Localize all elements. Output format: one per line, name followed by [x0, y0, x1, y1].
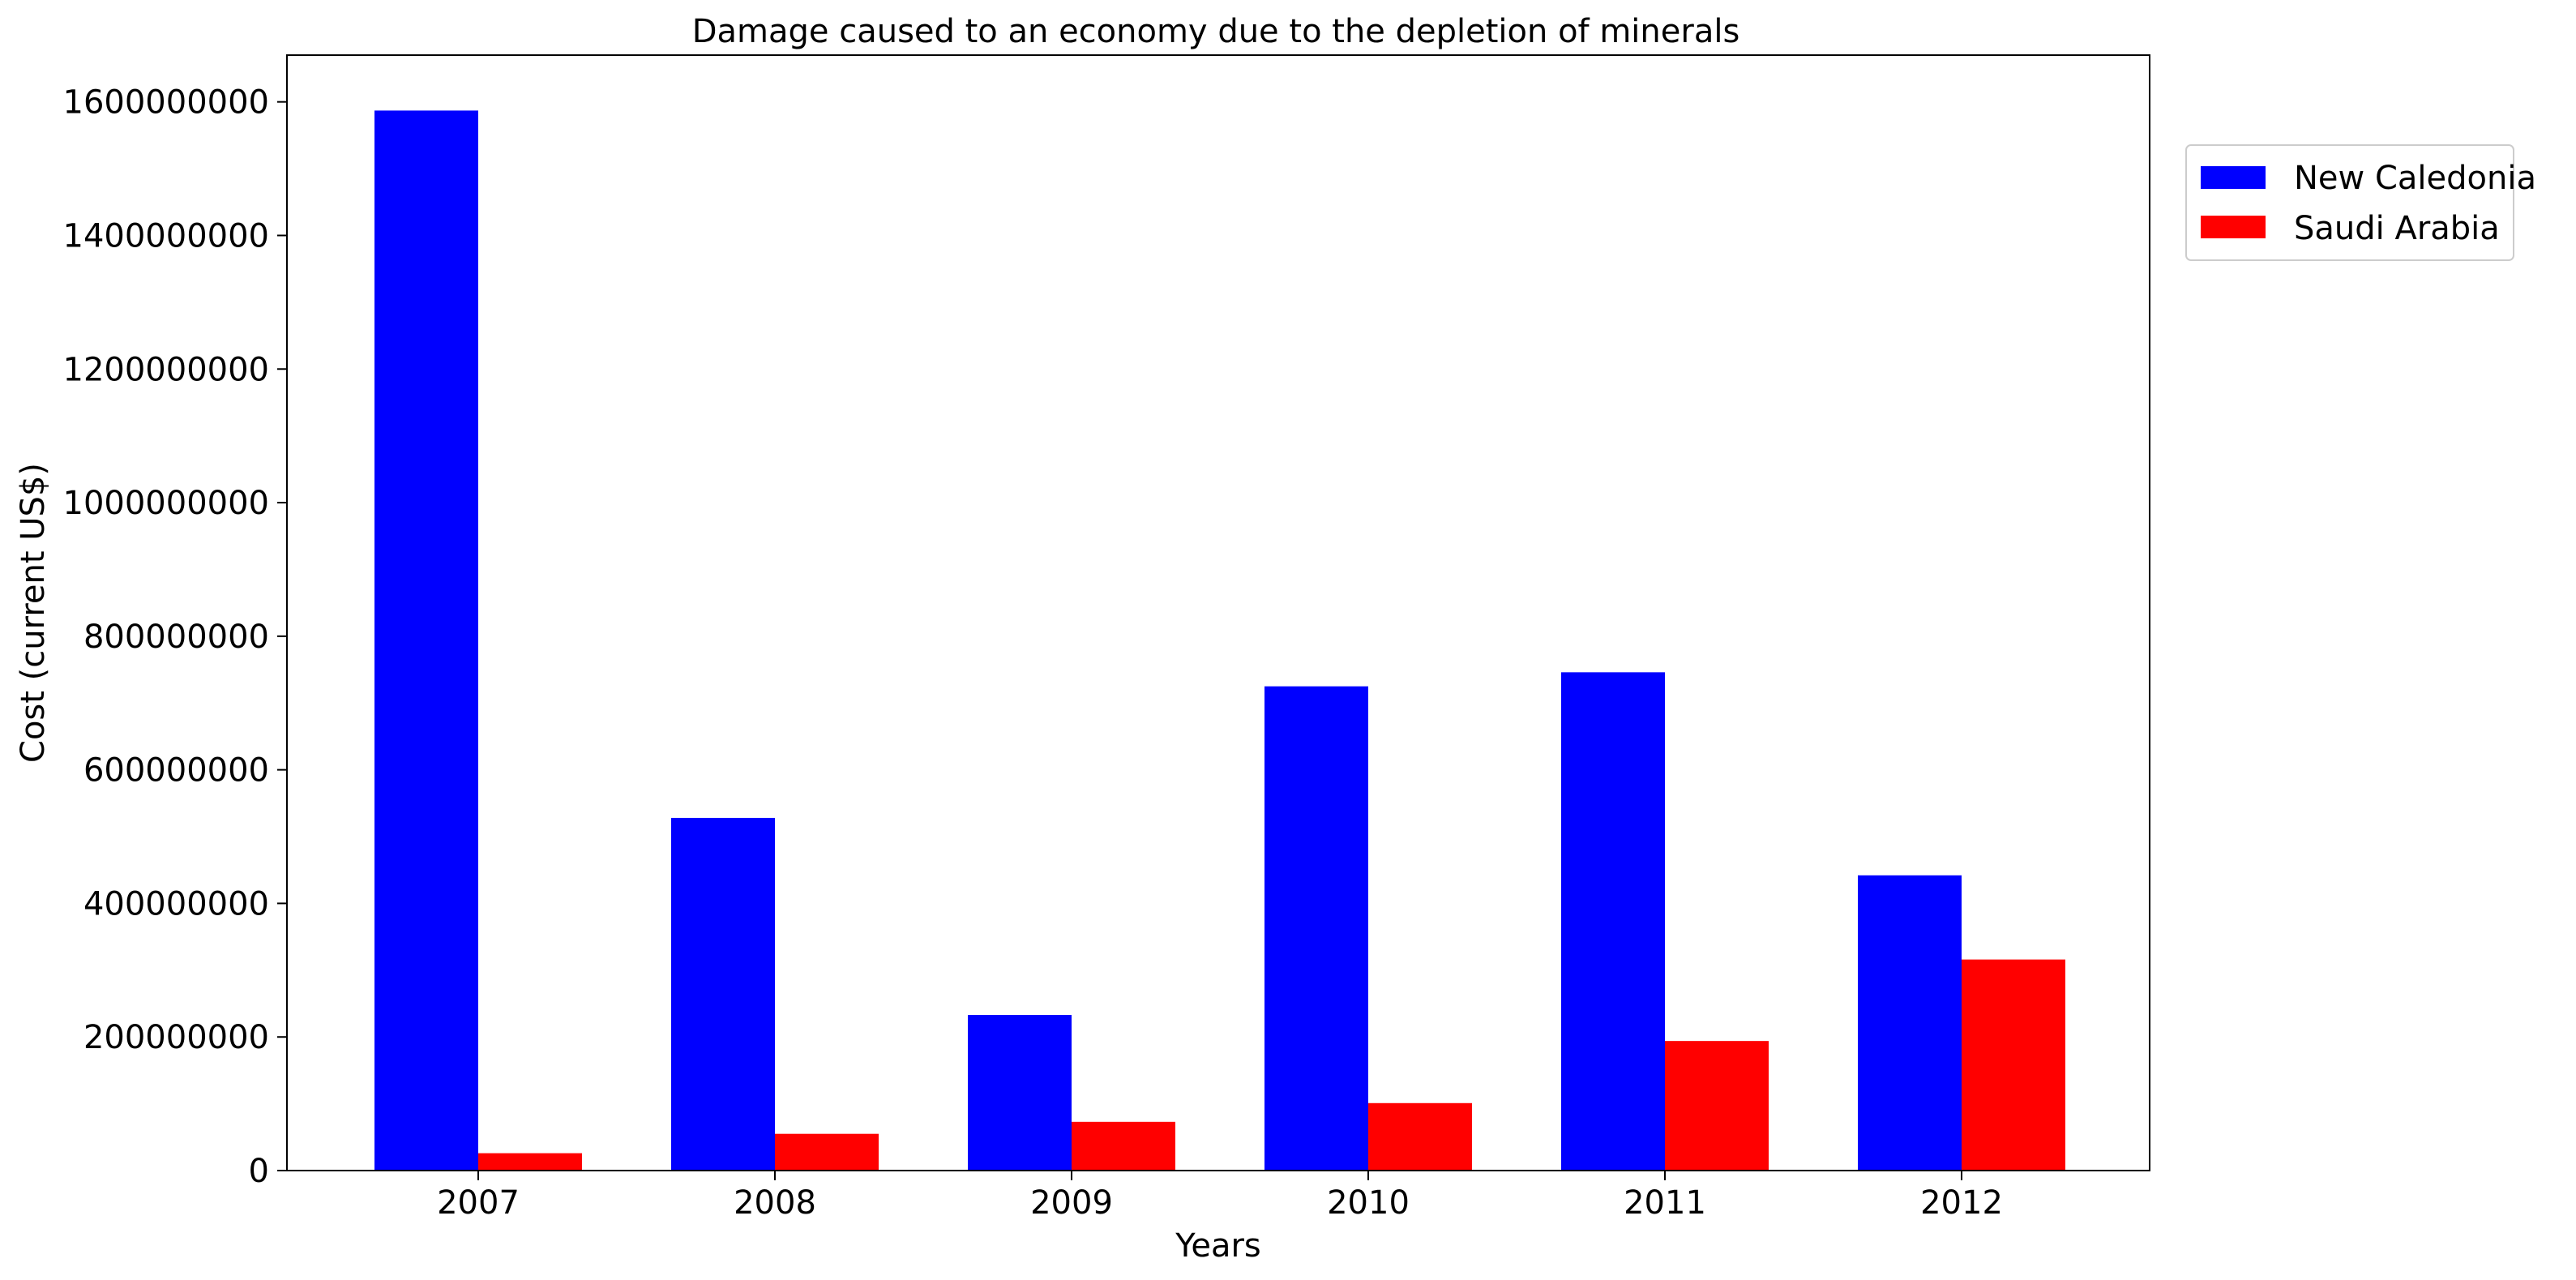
x-axis: 2007 2008 2009 2010 2011 2012: [437, 1171, 2003, 1222]
y-tick-label: 1200000000: [63, 351, 270, 388]
bar-saudi-arabia-2011: [1665, 1041, 1769, 1171]
chart-title: Damage caused to an economy due to the d…: [692, 13, 1740, 50]
legend-frame: [2185, 144, 2514, 261]
y-axis: 0 200000000 400000000 600000000 800000000 100…: [63, 84, 287, 1190]
legend-swatch-saudi-arabia: [2201, 216, 2266, 238]
y-tick-label: 1400000000: [63, 217, 270, 255]
x-tick-label: 2010: [1327, 1184, 1410, 1222]
y-axis-title: Cost (current US$): [15, 463, 52, 763]
x-tick-label: 2008: [734, 1184, 816, 1222]
x-axis-title: Years: [1175, 1227, 1261, 1265]
x-tick-label: 2012: [1920, 1184, 2003, 1222]
y-tick-label: 1600000000: [63, 84, 270, 122]
y-tick-label: 1000000000: [63, 485, 270, 522]
bar-saudi-arabia-2010: [1368, 1102, 1472, 1171]
bars-group: [374, 110, 2065, 1171]
bar-saudi-arabia-2008: [775, 1133, 879, 1171]
x-tick-label: 2009: [1030, 1184, 1113, 1222]
legend-label-saudi-arabia: Saudi Arabia: [2294, 210, 2500, 247]
bar-new-caledonia-2011: [1561, 672, 1665, 1171]
x-tick-label: 2007: [437, 1184, 520, 1222]
plot-frame: [286, 54, 2150, 1171]
legend: New Caledonia Saudi Arabia: [2185, 144, 2536, 261]
y-tick-label: 0: [249, 1153, 269, 1190]
bar-new-caledonia-2009: [968, 1015, 1072, 1171]
bar-saudi-arabia-2009: [1072, 1121, 1175, 1171]
legend-label-new-caledonia: New Caledonia: [2294, 160, 2536, 197]
y-tick-label: 600000000: [83, 752, 269, 790]
x-tick-label: 2011: [1624, 1184, 1706, 1222]
bar-saudi-arabia-2012: [1962, 959, 2065, 1171]
legend-swatch-new-caledonia: [2201, 166, 2266, 189]
bar-new-caledonia-2010: [1264, 686, 1368, 1171]
bar-saudi-arabia-2007: [478, 1153, 582, 1171]
y-tick-label: 800000000: [83, 619, 269, 656]
y-tick-label: 200000000: [83, 1019, 269, 1056]
bar-new-caledonia-2008: [671, 817, 775, 1171]
bar-new-caledonia-2007: [374, 110, 478, 1171]
y-tick-label: 400000000: [83, 885, 269, 923]
bar-new-caledonia-2012: [1858, 875, 1962, 1171]
